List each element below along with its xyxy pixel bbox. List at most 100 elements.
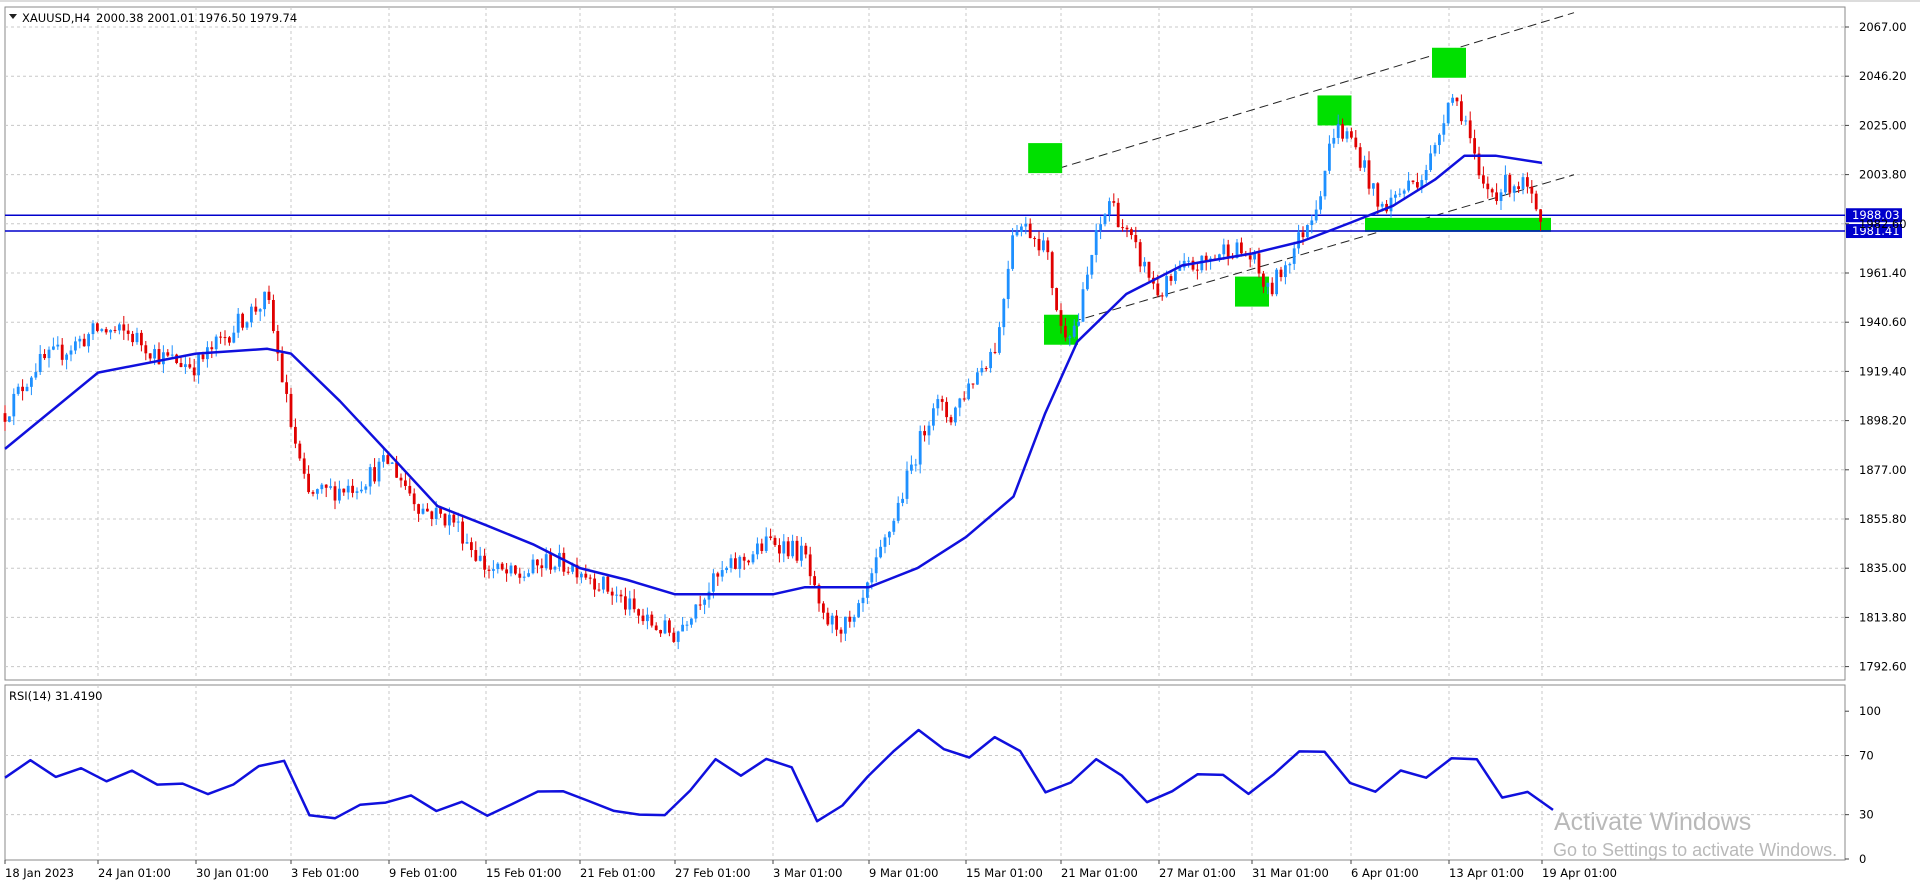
rsi-axis: 100 70 30 0 <box>1845 704 1881 866</box>
candle-body <box>927 425 931 436</box>
candle-body <box>324 484 328 488</box>
candle-body <box>923 431 926 436</box>
swing-point-marker <box>1432 47 1466 78</box>
candle-body <box>1174 270 1177 281</box>
candle-body <box>1138 242 1142 267</box>
candle-body <box>892 520 896 532</box>
candle-body <box>742 556 746 561</box>
candle-body <box>800 545 803 561</box>
candle-body <box>1248 255 1252 260</box>
candle-body <box>747 560 750 563</box>
candle-body <box>505 569 508 574</box>
candle-body <box>1332 137 1336 144</box>
candle-body <box>1310 220 1314 226</box>
candle-body <box>1486 183 1490 190</box>
candle-body <box>236 313 240 333</box>
price-axis-label: 2025.00 <box>1859 118 1907 132</box>
candle-body <box>646 614 649 622</box>
candle-body <box>8 416 11 422</box>
candle-body <box>1358 147 1362 168</box>
candle-body <box>597 589 601 591</box>
candle-body <box>439 507 442 514</box>
candle-body <box>404 480 407 486</box>
candle-body <box>1460 101 1463 122</box>
candle-body <box>1301 232 1305 238</box>
candle-body <box>16 386 20 394</box>
candle-body <box>1020 226 1023 232</box>
candle-body <box>839 629 843 634</box>
candle-body <box>641 615 645 622</box>
rsi-series-line <box>4 728 1554 823</box>
level-price-tag <box>1846 208 1902 223</box>
candle-body <box>1099 224 1102 231</box>
candle-body <box>118 324 121 331</box>
candle-body <box>1002 299 1006 328</box>
candle-body <box>804 545 808 555</box>
candle-body <box>835 615 838 630</box>
candle-body <box>1319 196 1322 210</box>
candle-body <box>338 488 341 501</box>
price-axis-label: 1898.20 <box>1859 414 1907 428</box>
candle-body <box>879 546 882 558</box>
candle-body <box>254 306 258 312</box>
candle-body <box>1297 232 1300 249</box>
level-price-label: 1981.41 <box>1852 224 1900 238</box>
candle-body <box>1125 227 1129 230</box>
candle-body <box>1165 276 1168 297</box>
candles <box>3 93 1542 650</box>
candle-body <box>1130 229 1133 236</box>
price-axis[interactable]: 2067.00 2046.20 2025.00 2003.80 1982.60 1961.… <box>1845 20 1907 674</box>
candle-body <box>1218 254 1221 260</box>
candle-body <box>320 484 324 490</box>
candle-body <box>734 558 737 569</box>
triangle-down-icon[interactable] <box>9 14 17 19</box>
candle-body <box>632 598 636 610</box>
candle-body <box>157 349 161 365</box>
candle-body <box>1257 253 1261 274</box>
candle-body <box>866 582 869 598</box>
candle-body <box>1416 182 1419 188</box>
candle-body <box>34 372 38 378</box>
candle-body <box>223 337 227 339</box>
candle-body <box>650 614 654 626</box>
swing-point-marker <box>1317 95 1352 126</box>
chart-window-menu[interactable] <box>9 14 17 19</box>
candle-body <box>954 407 957 423</box>
candle-body <box>434 507 438 519</box>
candle-body <box>602 576 605 590</box>
candle-body <box>1235 242 1239 259</box>
price-axis-label: 1792.60 <box>1859 660 1907 674</box>
candle-body <box>390 462 394 464</box>
candle-body <box>760 543 764 551</box>
candle-body <box>905 470 909 499</box>
time-axis-label: 6 Apr 01:00 <box>1351 866 1419 880</box>
price-pane[interactable] <box>4 6 1846 681</box>
candle-body <box>470 542 473 551</box>
rsi-label: RSI(14) 31.4190 <box>9 689 103 703</box>
candle-body <box>126 330 130 334</box>
candle-body <box>694 604 698 619</box>
candle-body <box>1112 201 1116 203</box>
time-axis[interactable]: 18 Jan 2023 24 Jan 01:00 30 Jan 01:00 3 Feb… <box>4 860 1617 880</box>
candle-body <box>769 536 772 538</box>
candle-body <box>60 344 64 360</box>
horizontal-levels[interactable]: 1988.03 1981.41 <box>5 208 1902 239</box>
rsi-pane[interactable] <box>4 684 1846 861</box>
candle-body <box>496 563 500 570</box>
candle-body <box>280 353 284 383</box>
candle-body <box>69 350 73 355</box>
candle-body <box>1055 288 1058 311</box>
candle-body <box>874 557 878 574</box>
candle-body <box>1284 265 1287 278</box>
candle-body <box>1539 209 1542 222</box>
candle-body <box>553 566 557 570</box>
channel-lines <box>1045 12 1575 331</box>
candle-body <box>514 565 517 574</box>
candle-body <box>1380 203 1384 207</box>
candle-body <box>949 417 953 423</box>
candle-body <box>1279 269 1283 278</box>
candle-body <box>1037 238 1041 251</box>
candle-body <box>430 511 434 519</box>
candle-body <box>364 486 368 490</box>
